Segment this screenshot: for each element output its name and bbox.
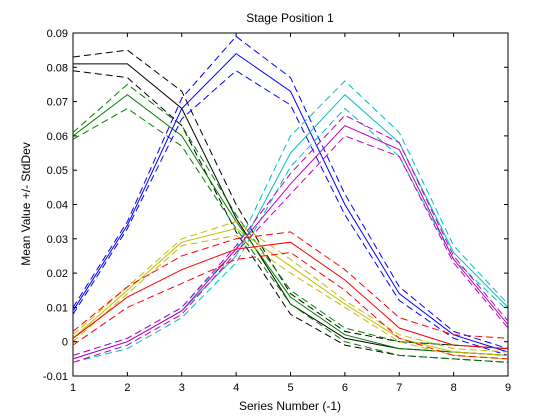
x-axis-title: Series Number (-1) bbox=[239, 399, 341, 413]
series-2 bbox=[72, 35, 509, 356]
y-tick-label: 0.02 bbox=[47, 268, 68, 280]
y-tick-label: 0.03 bbox=[47, 234, 68, 246]
series-layer bbox=[72, 35, 509, 363]
x-axis: 1 2 3 4 5 6 7 8 9 bbox=[70, 33, 511, 394]
series-upper-line bbox=[72, 114, 509, 356]
x-tick-label: 9 bbox=[505, 382, 511, 394]
series-mean-line bbox=[72, 227, 509, 356]
series-upper-line bbox=[72, 35, 509, 350]
y-tick-label: -0.01 bbox=[43, 371, 68, 383]
x-tick-label: 2 bbox=[124, 382, 130, 394]
y-tick-label: 0.05 bbox=[47, 165, 68, 177]
series-upper-line bbox=[72, 221, 509, 353]
series-lower-line bbox=[72, 70, 509, 356]
x-tick-label: 5 bbox=[287, 382, 293, 394]
y-axis: -0.01 0 0.01 0.02 0.03 0.04 0.05 0.06 0.07 0.08 0.… bbox=[43, 28, 508, 383]
x-tick-label: 1 bbox=[70, 382, 76, 394]
x-tick-label: 4 bbox=[233, 382, 239, 394]
y-tick-label: 0.07 bbox=[47, 97, 68, 109]
chart-title: Stage Position 1 bbox=[246, 11, 334, 25]
x-tick-label: 8 bbox=[451, 382, 457, 394]
series-5 bbox=[72, 221, 509, 360]
series-4 bbox=[72, 114, 509, 363]
series-mean-line bbox=[72, 241, 509, 350]
series-6 bbox=[72, 231, 509, 360]
series-lower-line bbox=[72, 107, 509, 363]
series-upper-line bbox=[72, 83, 509, 350]
y-tick-label: 0.04 bbox=[47, 200, 68, 212]
plot-area bbox=[72, 32, 509, 377]
series-mean-line bbox=[72, 124, 509, 360]
y-axis-title: Mean Value +/- StdDev bbox=[19, 142, 33, 266]
x-tick-label: 6 bbox=[342, 382, 348, 394]
y-tick-label: 0.08 bbox=[47, 62, 68, 74]
y-tick-label: 0 bbox=[62, 337, 68, 349]
y-tick-label: 0.01 bbox=[47, 302, 68, 314]
x-tick-label: 7 bbox=[396, 382, 402, 394]
x-tick-label: 3 bbox=[179, 382, 185, 394]
y-tick-label: 0.09 bbox=[47, 28, 68, 40]
series-lower-line bbox=[72, 234, 509, 360]
series-lower-line bbox=[72, 135, 509, 363]
series-upper-line bbox=[72, 231, 509, 339]
series-mean-line bbox=[72, 52, 509, 353]
y-tick-label: 0.06 bbox=[47, 131, 68, 143]
